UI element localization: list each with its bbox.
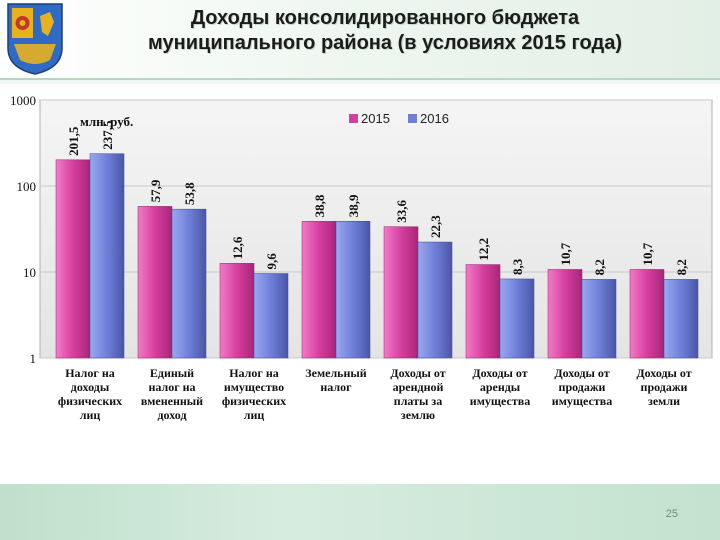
y-tick-label: 10 — [23, 265, 36, 280]
category-label-line: Единый — [149, 366, 195, 380]
category-label-7: Доходы от продажи имущества — [542, 366, 622, 408]
bar-2016-6 — [499, 278, 535, 359]
category-label-line: Доходы от — [636, 366, 692, 380]
bar-2016-3 — [253, 273, 289, 359]
category-label-line: имущества — [469, 394, 531, 408]
footer-band — [0, 484, 720, 540]
data-label-2016-8: 8,2 — [674, 259, 689, 275]
data-label-2016-7: 8,2 — [592, 259, 607, 275]
bar-2015-7 — [547, 269, 583, 359]
title-band — [0, 0, 720, 80]
category-label-line: лиц — [243, 408, 265, 422]
data-label-2016-4: 38,9 — [346, 194, 361, 217]
data-label-2015-3: 12,6 — [230, 236, 245, 259]
bar-2015-6 — [465, 264, 501, 359]
category-label-line: имущества — [551, 394, 613, 408]
category-label-line: Налог на — [229, 366, 279, 380]
data-label-2015-7: 10,7 — [558, 242, 573, 265]
data-label-2016-1: 237,5 — [100, 120, 115, 150]
data-label-2015-6: 12,2 — [476, 238, 491, 261]
revenue-bar-chart: 1 10 100 1000 201,5 237,5 57,9 53,8 12,6 9,6 38,8… — [10, 93, 713, 366]
data-label-2016-6: 8,3 — [510, 258, 525, 275]
category-label-line: Доходы от — [554, 366, 610, 380]
bar-2015-2 — [137, 206, 173, 359]
legend-swatch-2015 — [349, 114, 358, 123]
category-label-line: имущество — [223, 380, 285, 394]
category-label-4: Земельный налог — [296, 366, 376, 394]
category-label-line: Доходы от — [472, 366, 528, 380]
data-label-2015-4: 38,8 — [312, 194, 327, 217]
data-label-2016-3: 9,6 — [264, 253, 279, 270]
bar-2016-5 — [417, 241, 453, 359]
category-label-line: физических — [57, 394, 123, 408]
coat-of-arms-icon — [7, 3, 63, 75]
category-label-line: доход — [157, 408, 187, 422]
category-label-line: доходы — [70, 380, 110, 394]
bar-2015-1 — [55, 159, 91, 359]
legend: 2015 2016 — [349, 111, 449, 126]
category-label-line: землю — [400, 408, 436, 422]
category-label-line: продажи — [558, 380, 606, 394]
slide-title-line-2: муниципального района (в условиях 2015 г… — [148, 32, 622, 54]
data-label-2015-5: 33,6 — [394, 199, 409, 222]
category-label-line: налог — [320, 380, 352, 394]
category-label-line: физических — [221, 394, 287, 408]
category-label-1: Налог на доходы физических лиц — [50, 366, 130, 422]
bar-2016-1 — [89, 153, 125, 359]
bar-2016-4 — [335, 221, 371, 359]
bar-2016-8 — [663, 279, 699, 359]
y-tick-label: 1000 — [10, 93, 36, 108]
category-label-line: налог на — [148, 380, 196, 394]
bar-2016-2 — [171, 208, 207, 359]
legend-label-2015: 2015 — [361, 111, 390, 126]
category-label-3: Налог на имущество физических лиц — [214, 366, 294, 422]
category-label-line: Доходы от — [390, 366, 446, 380]
category-label-line: Налог на — [65, 366, 115, 380]
data-label-2015-1: 201,5 — [66, 126, 81, 156]
data-label-2016-2: 53,8 — [182, 182, 197, 205]
bar-2015-3 — [219, 263, 255, 359]
unit-label: млн. руб. — [80, 114, 133, 129]
category-label-line: платы за — [393, 394, 443, 408]
category-label-line: аренды — [479, 380, 521, 394]
category-label-line: продажи — [640, 380, 688, 394]
category-label-2: Единый налог на вмененный доход — [132, 366, 212, 422]
category-label-line: арендной — [392, 380, 444, 394]
data-label-2015-2: 57,9 — [148, 179, 163, 202]
category-label-line: лиц — [79, 408, 101, 422]
page-number: 25 — [665, 508, 678, 520]
category-label-line: вмененный — [140, 394, 204, 408]
bar-2016-7 — [581, 279, 617, 359]
y-tick-label: 1 — [30, 351, 37, 366]
y-tick-label: 100 — [17, 179, 37, 194]
legend-label-2016: 2016 — [420, 111, 449, 126]
category-label-line: Земельный — [305, 366, 367, 380]
legend-swatch-2016 — [408, 114, 417, 123]
category-label-8: Доходы от продажи земли — [624, 366, 704, 408]
data-label-2016-5: 22,3 — [428, 215, 443, 238]
bar-2015-5 — [383, 226, 419, 359]
slide-title-line-1: Доходы консолидированного бюджета — [190, 7, 580, 29]
bar-2015-4 — [301, 221, 337, 359]
category-label-line: земли — [648, 394, 680, 408]
data-label-2015-8: 10,7 — [640, 242, 655, 265]
category-label-6: Доходы от аренды имущества — [460, 366, 540, 408]
category-label-5: Доходы от арендной платы за землю — [378, 366, 458, 422]
slide-title: Доходы консолидированного бюджета муници… — [70, 6, 700, 56]
bar-2015-8 — [629, 269, 665, 359]
